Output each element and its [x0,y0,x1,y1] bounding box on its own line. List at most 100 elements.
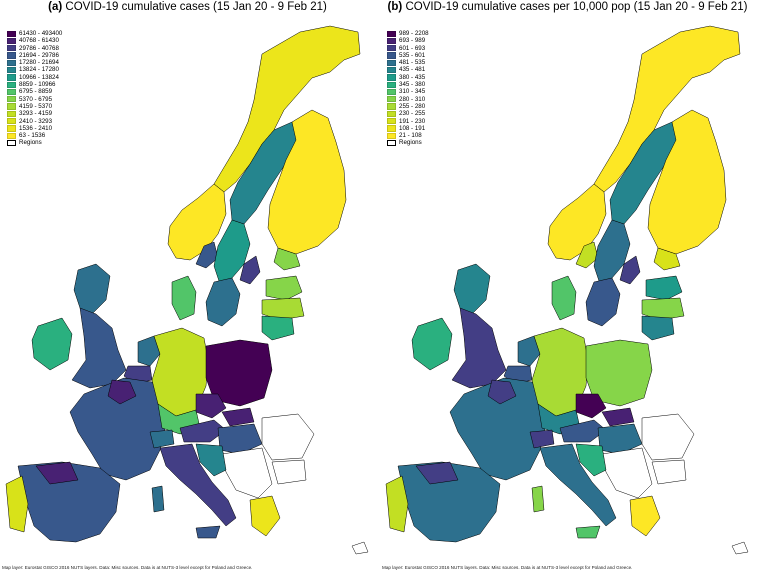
legend-item: 29786 - 40768 [7,45,62,52]
legend-swatch [7,59,16,66]
legend-label: 13824 - 17280 [19,66,59,74]
legend-item: 4159 - 5370 [7,103,62,110]
region-france-north [107,379,137,405]
legend-swatch [387,110,396,118]
region-austria [559,419,607,443]
legend-item: 380 - 435 [387,74,429,81]
legend-item: 280 - 310 [387,96,429,103]
legend-item: Regions [7,139,62,146]
region-oslo [575,241,599,269]
region-slovakia [601,407,635,427]
region-spain-north [35,461,79,485]
region-sicily [575,525,601,539]
legend-swatch [387,66,396,74]
legend-swatch [387,74,396,81]
region-portugal [5,475,29,533]
legend-item: 310 - 345 [387,88,429,95]
legend-item: 989 - 2208 [387,30,429,37]
panel-label: (a) [48,1,63,13]
region-lithuania [641,315,675,341]
region-ireland [411,317,453,371]
legend-label: 230 - 255 [399,110,426,118]
legend-swatch [7,74,16,81]
region-norway-south [547,183,607,261]
legend-swatch [7,45,16,52]
region-france-north [487,379,517,405]
legend-swatch [7,66,16,74]
legend: 989 - 2208 693 - 989 601 - 693 535 - 601 481… [387,30,429,147]
region-austria [179,419,227,443]
source-footnote: Map layer: Eurostat GISCO 2016 NUTS laye… [2,565,253,570]
legend-item: 1536 - 2410 [7,125,62,132]
legend-label: 3293 - 4159 [19,110,53,118]
legend-label: 10966 - 13824 [19,73,59,81]
region-finland-south [273,247,301,271]
legend-item: 40768 - 61430 [7,37,62,44]
legend-item: 255 - 280 [387,103,429,110]
legend-item: 5370 - 6795 [7,96,62,103]
legend-swatch [7,118,16,125]
legend-swatch [387,132,396,139]
legend-item: 63 - 1536 [7,132,62,139]
region-uk-scotland [73,263,111,315]
panel-title-text: COVID-19 cumulative cases per 10,000 pop… [405,1,748,13]
legend-swatch [7,96,16,103]
region-france [449,377,547,481]
region-sicily [195,525,221,539]
legend-label: 8859 - 10966 [19,81,56,89]
legend-item: Regions [387,139,429,146]
region-romania [641,413,695,461]
legend-label: 280 - 310 [399,95,426,103]
region-estonia [645,275,683,301]
legend-swatch [7,110,16,118]
legend-label: Regions [399,139,422,147]
legend-swatch [7,139,16,147]
legend-label: 6795 - 8859 [19,88,53,96]
region-switzerland [529,429,555,449]
legend-item: 10966 - 13824 [7,74,62,81]
region-denmark [551,275,577,321]
region-bulgaria [651,459,687,485]
region-slovakia [221,407,255,427]
region-finland [647,109,727,255]
region-stockholm [239,255,261,285]
region-norway-south [167,183,227,261]
legend-item: 601 - 693 [387,45,429,52]
legend-label: 63 - 1536 [19,132,46,140]
legend-swatch [387,81,396,88]
region-estonia [265,275,303,301]
legend-swatch [387,59,396,66]
legend-item: 345 - 380 [387,81,429,88]
region-uk-scotland [453,263,491,315]
region-poland [585,339,653,407]
region-oslo [195,241,219,269]
region-greece [249,495,281,537]
legend-item: 21694 - 29786 [7,52,62,59]
panel-title: (a) COVID-19 cumulative cases (15 Jan 20… [0,0,375,14]
region-czechia [195,393,227,419]
region-sardinia [151,485,165,513]
region-stockholm [619,255,641,285]
legend-item: 191 - 230 [387,118,429,125]
legend-item: 435 - 481 [387,66,429,73]
legend-label: 601 - 693 [399,44,426,52]
legend-swatch [387,52,396,59]
legend-swatch [7,52,16,59]
legend-swatch [387,103,396,110]
source-footnote: Map layer: Eurostat GISCO 2016 NUTS laye… [382,565,633,570]
legend-item: 6795 - 8859 [7,88,62,95]
legend-swatch [7,132,16,139]
map-background [385,25,749,555]
legend-label: 17280 - 21694 [19,59,59,67]
legend-label: 345 - 380 [399,81,426,89]
region-iceland-cyprus [351,541,369,555]
choropleth-map [385,25,749,555]
legend-item: 61430 - 493400 [7,30,62,37]
legend-item: 693 - 989 [387,37,429,44]
legend-swatch [387,30,396,37]
legend-item: 108 - 191 [387,125,429,132]
legend-label: 380 - 435 [399,73,426,81]
legend-label: 255 - 280 [399,102,426,110]
legend-label: 481 - 535 [399,59,426,67]
region-croatia [195,443,227,477]
